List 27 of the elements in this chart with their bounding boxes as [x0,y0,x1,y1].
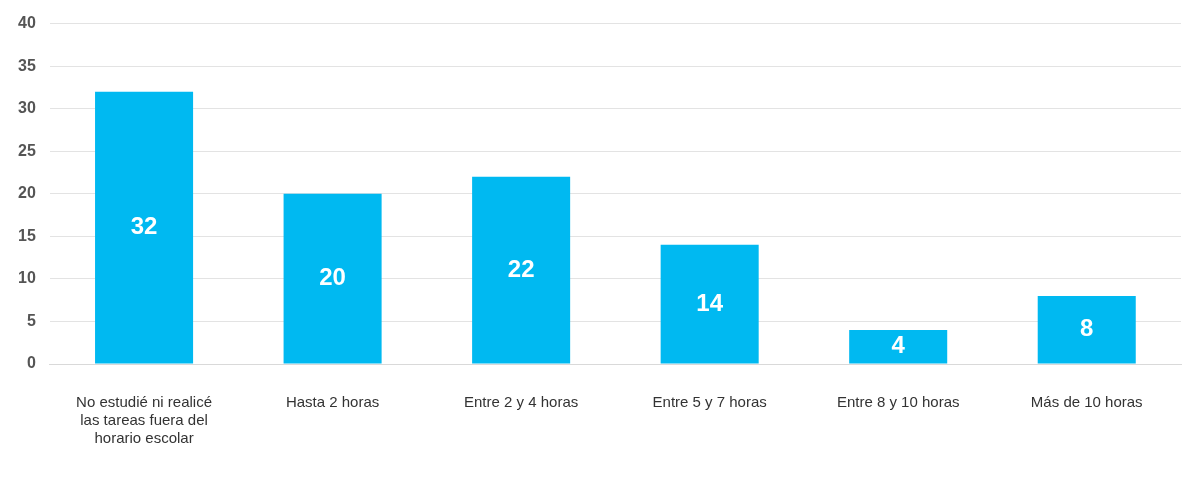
y-tick-label: 30 [18,99,36,117]
y-tick-label: 0 [26,354,36,372]
data-label: 8 [1080,314,1094,342]
y-tick-label: 35 [18,56,36,74]
bar [660,244,759,364]
bar [849,329,948,364]
data-label: 14 [696,288,724,316]
y-tick-label: 40 [18,14,36,32]
data-label: 32 [130,212,158,240]
data-label: 4 [891,331,906,359]
x-tick-label: Más de 10 horas [1030,393,1143,411]
bar [283,193,382,364]
x-tick-label: No estudié ni realicé las tareas fuera del horario escolar [76,393,213,447]
y-tick-label: 15 [18,226,36,244]
bar [1037,295,1136,364]
x-tick-label: Entre 2 y 4 horas [464,393,579,411]
bar [95,91,194,364]
y-tick-label: 20 [18,184,36,202]
data-label: 20 [319,263,346,291]
y-tick-label: 10 [18,269,36,287]
y-tick-label: 25 [18,141,36,159]
y-tick-label: 5 [26,311,36,329]
bar [472,176,571,364]
x-tick-label: Entre 5 y 7 horas [652,393,767,411]
x-tick-label: Hasta 2 horas [285,393,380,411]
data-label: 22 [507,254,535,282]
x-tick-label: Entre 8 y 10 horas [836,393,960,411]
